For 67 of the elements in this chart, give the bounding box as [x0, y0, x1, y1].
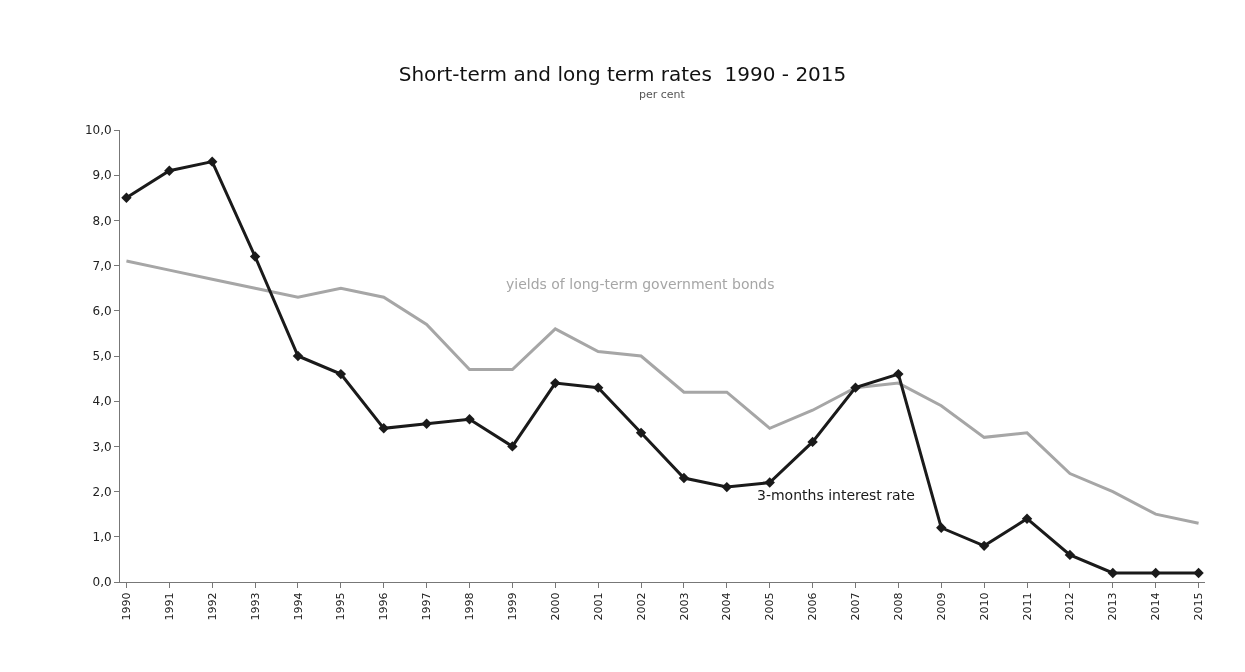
point	[121, 192, 132, 203]
point	[464, 414, 475, 425]
x-tick-label: 2001	[591, 592, 605, 621]
point	[592, 382, 604, 393]
y-tick-label: 3,0	[92, 439, 112, 454]
y-tick-label: 0,0	[92, 575, 112, 590]
x-tick-label: 2000	[548, 592, 562, 621]
point	[936, 522, 947, 533]
point	[378, 423, 389, 434]
x-tick-label: 2003	[677, 592, 691, 621]
y-tick-label: 4,0	[92, 394, 112, 409]
point	[164, 165, 175, 176]
x-tick-label: 1991	[162, 592, 176, 621]
point	[635, 427, 647, 439]
x-tick-label: 1996	[377, 592, 391, 621]
chart-subtitle: per cent	[639, 88, 686, 101]
y-tick-label: 5,0	[92, 349, 112, 364]
x-tick-label: 2007	[849, 592, 863, 621]
point	[1064, 549, 1076, 561]
point	[893, 368, 904, 380]
point	[507, 441, 518, 452]
y-tick-label: 6,0	[92, 304, 112, 318]
chart-title: Short-term and long term rates 1990 - 2015	[398, 62, 847, 87]
point	[978, 540, 990, 552]
point	[1021, 513, 1033, 524]
x-tick-label: 2006	[806, 592, 820, 621]
y-tick-label: 9,0	[92, 168, 112, 183]
point	[1150, 567, 1161, 579]
x-tick-label: 2008	[891, 592, 905, 621]
x-tick-label: 2014	[1149, 592, 1163, 621]
point	[1193, 567, 1204, 579]
point	[292, 350, 304, 362]
point	[764, 477, 775, 488]
line-series	[124, 259, 1201, 525]
x-tick-label: 1997	[420, 592, 434, 621]
x-tick-label: 2013	[1106, 592, 1120, 621]
y-tick-label: 7,0	[92, 258, 112, 273]
point	[421, 418, 432, 429]
y-tick-label: 2,0	[92, 484, 112, 499]
y-tick-label: 8,0	[92, 213, 112, 228]
series-label: 3-months interest rate	[757, 487, 915, 503]
x-tick-label: 2011	[1020, 592, 1034, 621]
x-tick-label: 1999	[505, 592, 519, 621]
point	[678, 472, 690, 484]
point	[550, 377, 561, 389]
x-tick-label: 2010	[977, 592, 991, 621]
y-tick-label: 1,0	[92, 530, 112, 544]
x-tick-label: 1995	[334, 592, 348, 621]
x-tick-label: 2004	[720, 592, 734, 621]
point	[207, 156, 218, 167]
x-tick-label: 2005	[763, 592, 777, 621]
x-tick-label: 1998	[463, 592, 477, 621]
x-tick-label: 2002	[634, 592, 648, 621]
point	[335, 368, 347, 380]
x-tick-label: 2009	[934, 592, 948, 621]
x-tick-label: 2012	[1063, 592, 1077, 621]
text: yields of long-term government bonds	[506, 276, 775, 292]
x-tick-label: 1994	[291, 592, 305, 621]
y-tick-label: 10,0	[84, 123, 112, 138]
x-tick-label: 1992	[205, 592, 219, 621]
x-tick-label: 1993	[248, 592, 262, 621]
point	[807, 436, 818, 448]
point	[249, 251, 261, 262]
x-tick-label: 2015	[1192, 592, 1206, 621]
x-tick-label: 1990	[120, 592, 134, 621]
point	[850, 382, 861, 393]
point	[1107, 567, 1118, 579]
